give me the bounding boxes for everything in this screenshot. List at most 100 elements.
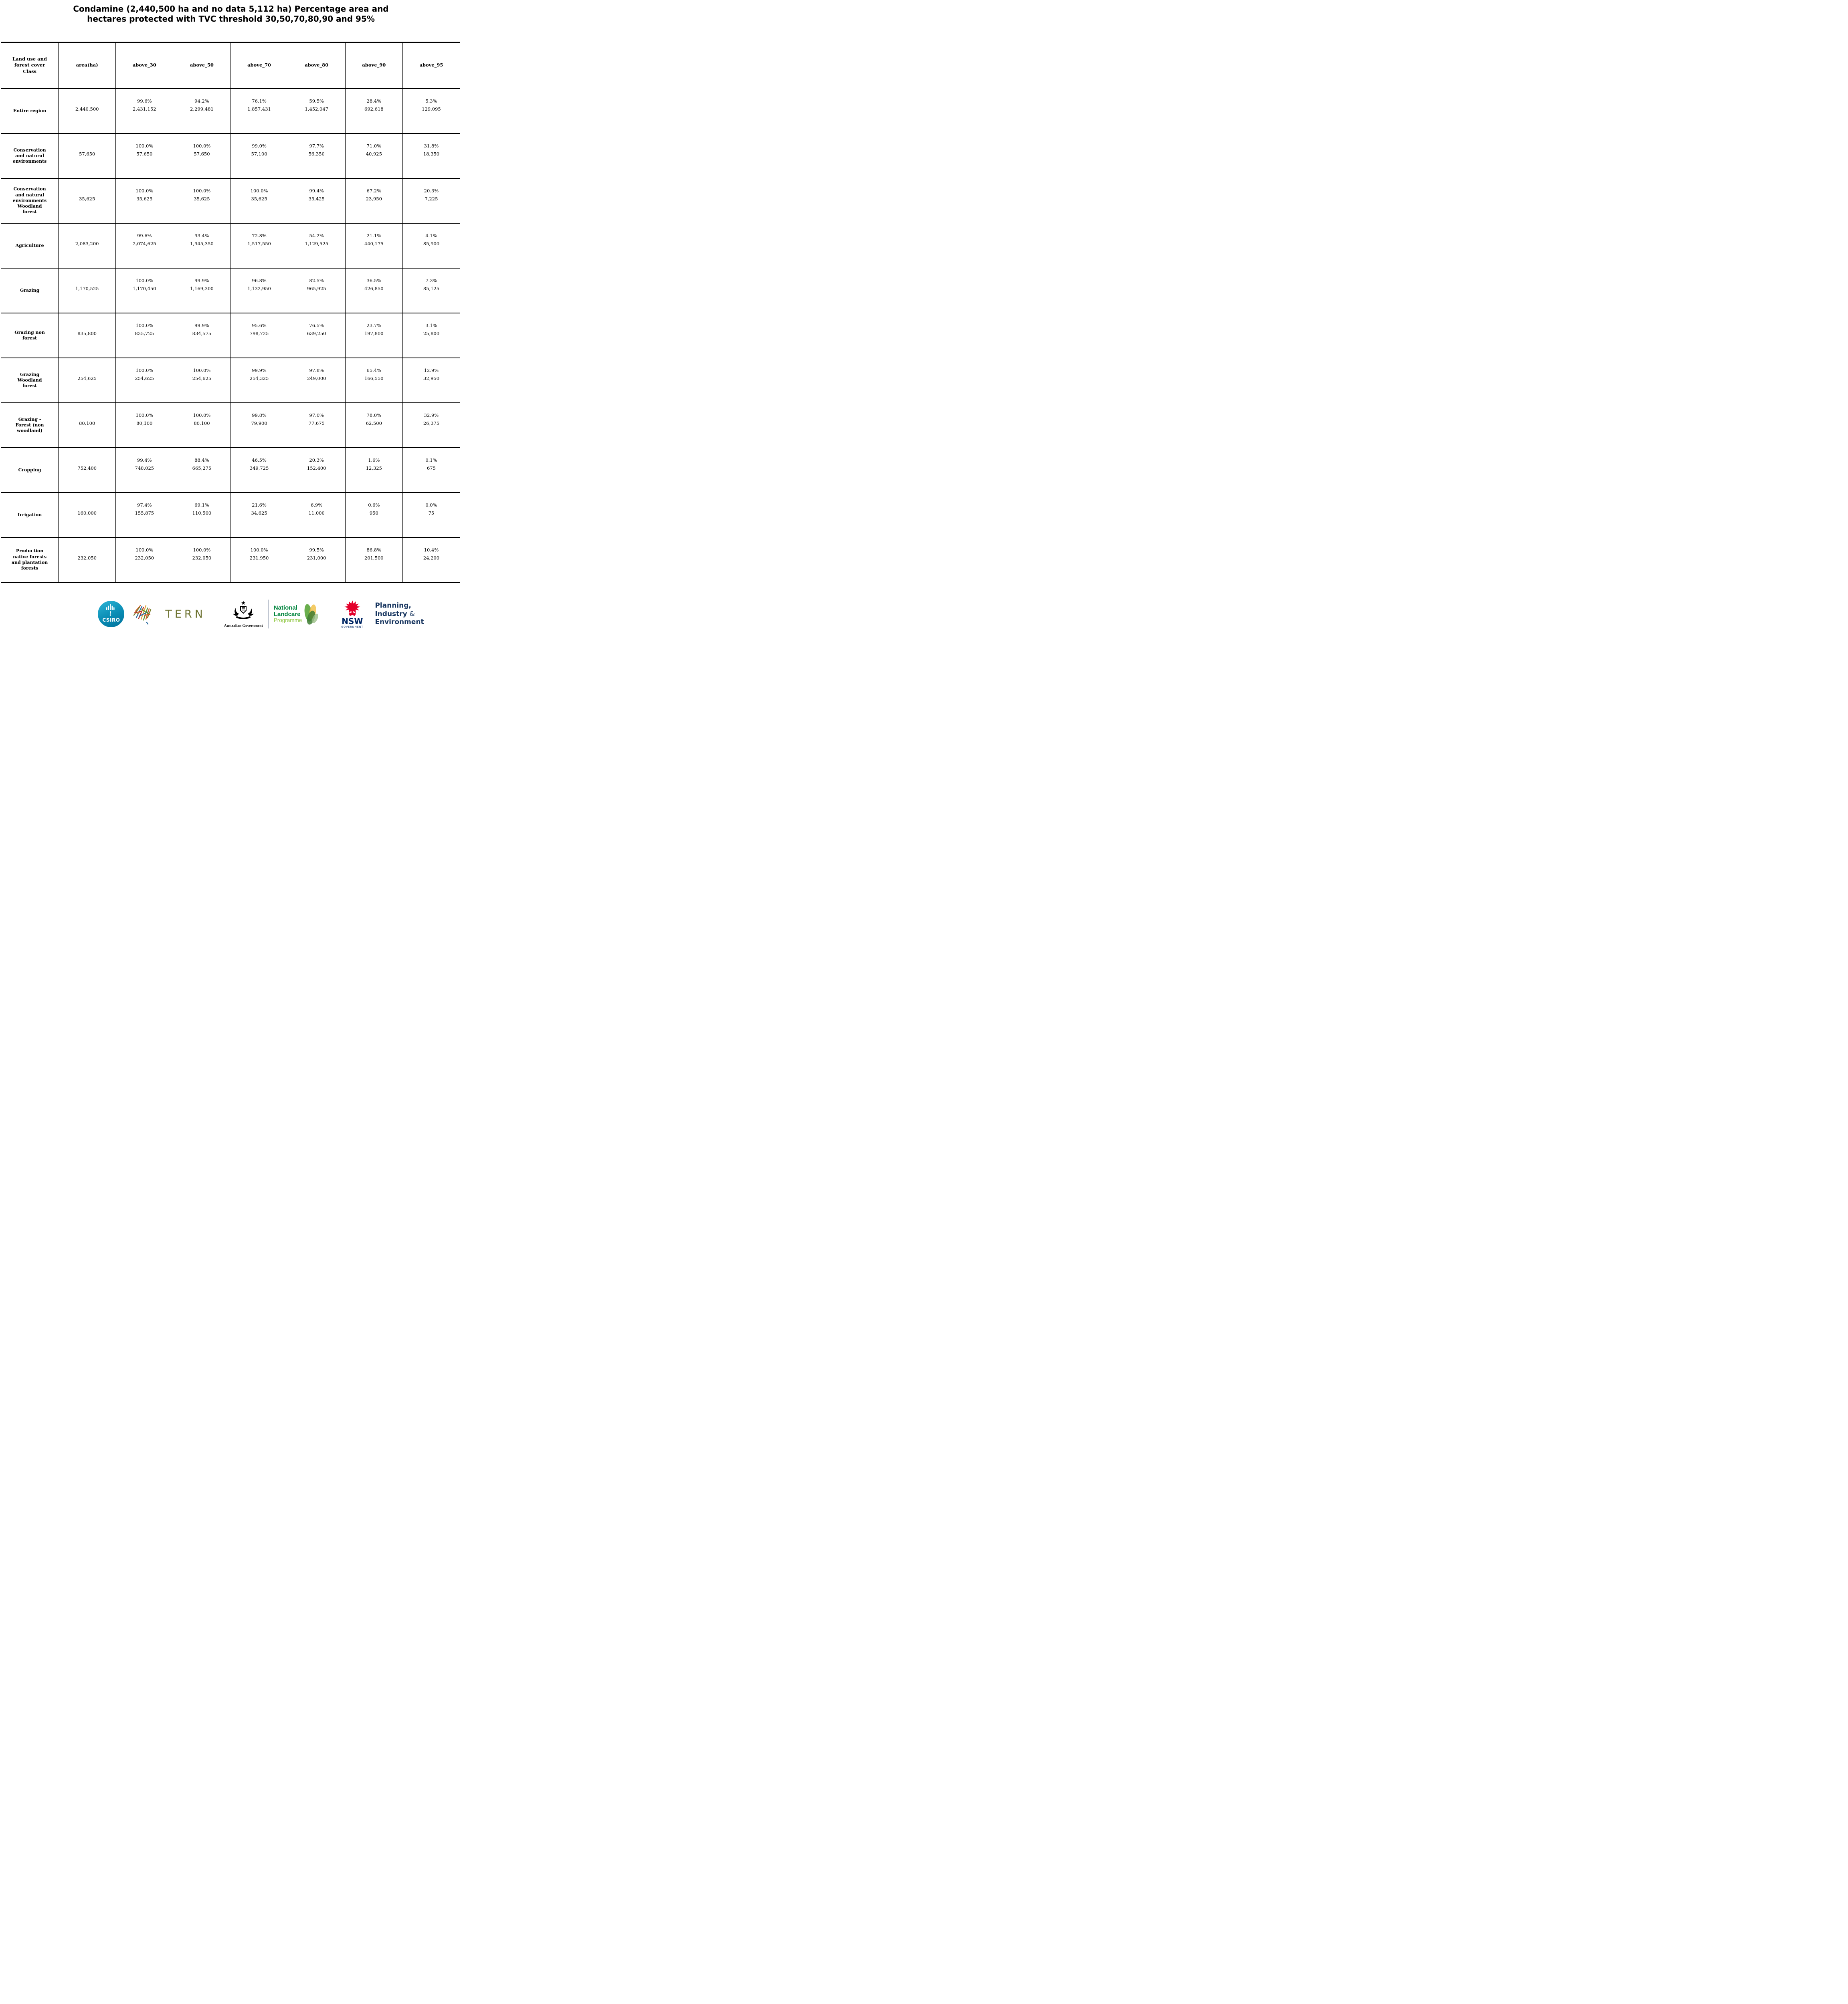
threshold-cell-above_80: 97.7% 56,350 [287, 133, 346, 178]
csiro-label: CSIRO [102, 617, 120, 623]
threshold-cell-above_70: 99.8% 79,900 [230, 402, 288, 448]
pie-line1: Planning, [375, 601, 411, 610]
landcare-line3: Programme [273, 617, 302, 623]
nsw-sub-label: GOVERNMENT [341, 625, 364, 628]
area-cell: 160,000 [58, 492, 116, 537]
planning-industry-environment-logo: Planning, Industry & Environment [375, 602, 424, 626]
threshold-cell-above_80: 97.8% 249,000 [287, 358, 346, 403]
column-header-6: above_90 [345, 42, 403, 89]
threshold-cell-above_90: 21.1% 440,175 [345, 223, 403, 268]
table-row: Grazing non forest 835,800 100.0% 835,725 9… [1, 313, 460, 358]
threshold-cell-above_50: 100.0% 57,650 [173, 133, 230, 178]
threshold-cell-above_50: 94.2% 2,299,481 [173, 88, 230, 133]
threshold-cell-above_90: 28.4% 692,618 [345, 88, 403, 133]
threshold-cell-above_90: 86.8% 201,500 [345, 537, 403, 583]
threshold-cell-above_30: 100.0% 232,050 [115, 537, 173, 583]
tern-label: TERN [165, 608, 206, 620]
threshold-cell-above_90: 71.0% 40,925 [345, 133, 403, 178]
threshold-cell-above_70: 95.6% 798,725 [230, 313, 288, 358]
threshold-cell-above_90: 1.6% 12,325 [345, 447, 403, 493]
pie-line3: Environment [375, 618, 424, 626]
threshold-cell-above_95: 10.4% 24,200 [402, 537, 460, 583]
tern-logo: TERN [130, 602, 206, 626]
threshold-cell-above_50: 69.1% 110,500 [173, 492, 230, 537]
row-label-cell: Production native forests and plantation… [1, 537, 59, 583]
commonwealth-crest-icon [233, 601, 254, 619]
table-row: Production native forests and plantation… [1, 537, 460, 583]
threshold-cell-above_90: 65.4% 166,550 [345, 358, 403, 403]
threshold-cell-above_80: 99.5% 231,000 [287, 537, 346, 583]
logo-footer: CSIRO TERN [0, 598, 462, 630]
waratah-icon [344, 600, 360, 616]
pie-line2-main: Industry [375, 610, 407, 618]
table-row: Conservation and natural environments 57… [1, 133, 460, 178]
page-title-line2: hectares protected with TVC threshold 30… [87, 14, 375, 24]
australian-government-logo: Australian Government [224, 600, 263, 628]
column-header-4: above_70 [230, 42, 288, 89]
threshold-cell-above_95: 5.3% 129,095 [402, 88, 460, 133]
row-label-cell: Irrigation [1, 492, 59, 537]
column-header-2: above_30 [115, 42, 173, 89]
threshold-cell-above_80: 97.0% 77,675 [287, 402, 346, 448]
data-table: Land use and forest cover Class area(ha) a… [1, 42, 460, 583]
threshold-cell-above_90: 23.7% 197,800 [345, 313, 403, 358]
threshold-cell-above_30: 100.0% 35,625 [115, 178, 173, 223]
threshold-cell-above_90: 67.2% 23,950 [345, 178, 403, 223]
row-label-cell: Grazing [1, 268, 59, 313]
threshold-cell-above_70: 100.0% 231,950 [230, 537, 288, 583]
threshold-cell-above_50: 93.4% 1,945,350 [173, 223, 230, 268]
threshold-cell-above_80: 99.4% 35,425 [287, 178, 346, 223]
csiro-logo: CSIRO [98, 601, 125, 627]
threshold-cell-above_90: 78.0% 62,500 [345, 402, 403, 448]
australian-government-label: Australian Government [224, 624, 263, 628]
column-header-7: above_95 [402, 42, 460, 89]
area-cell: 35,625 [58, 178, 116, 223]
threshold-cell-above_50: 100.0% 35,625 [173, 178, 230, 223]
threshold-cell-above_30: 100.0% 1,170,450 [115, 268, 173, 313]
row-label-cell: Entire region [13, 108, 47, 113]
row-label-cell: Grazing non forest [1, 313, 59, 358]
row-label-cell: Grazing Woodland forest [1, 358, 59, 403]
table-row: Grazing Woodland forest 254,625 100.0% 254… [1, 358, 460, 403]
threshold-cell-above_90: 0.6% 950 [345, 492, 403, 537]
threshold-cell-above_80: 6.9% 11,000 [287, 492, 346, 537]
threshold-cell-above_30: 100.0% 835,725 [115, 313, 173, 358]
area-cell: 752,400 [58, 447, 116, 493]
page-title: Condamine (2,440,500 ha and no data 5,11… [0, 0, 462, 24]
threshold-cell-above_95: 20.3% 7,225 [402, 178, 460, 223]
area-cell: 57,650 [58, 133, 116, 178]
threshold-cell-above_95: 3.1% 25,800 [402, 313, 460, 358]
threshold-cell-above_95: 31.8% 18,350 [402, 133, 460, 178]
threshold-cell-above_30: 100.0% 80,100 [115, 402, 173, 448]
national-landcare-logo: National Landcare Programme [274, 602, 321, 626]
landcare-leaf-icon [304, 604, 319, 625]
threshold-cell-above_30: 97.4% 155,875 [115, 492, 173, 537]
threshold-cell-above_50: 100.0% 80,100 [173, 402, 230, 448]
table-row: Cropping 752,400 99.4% 748,025 88.4% 665,275… [1, 447, 460, 493]
tern-australia-icon [133, 605, 152, 625]
protection-table-wrap: Land use and forest cover Class area(ha) a… [1, 42, 460, 583]
threshold-cell-above_80: 59.5% 1,452,047 [287, 88, 346, 133]
threshold-cell-above_70: 99.9% 254,325 [230, 358, 288, 403]
threshold-cell-above_50: 100.0% 232,050 [173, 537, 230, 583]
threshold-cell-above_70: 76.1% 1,857,431 [230, 88, 288, 133]
nsw-label: NSW [342, 616, 363, 626]
area-cell: 2,083,200 [58, 223, 116, 268]
area-cell: 80,100 [58, 402, 116, 448]
threshold-cell-above_80: 20.3% 152,400 [287, 447, 346, 493]
threshold-cell-above_70: 100.0% 35,625 [230, 178, 288, 223]
area-cell: 254,625 [58, 358, 116, 403]
threshold-cell-above_95: 4.1% 85,900 [402, 223, 460, 268]
threshold-cell-above_50: 100.0% 254,625 [173, 358, 230, 403]
threshold-cell-above_80: 82.5% 965,925 [287, 268, 346, 313]
column-header-3: above_50 [173, 42, 230, 89]
csiro-wave-icon [106, 604, 115, 616]
threshold-cell-above_70: 96.8% 1,132,950 [230, 268, 288, 313]
table-row: Conservation and natural environments Wo… [1, 178, 460, 223]
area-cell: 2,440,500 [58, 88, 116, 133]
area-cell: 1,170,525 [58, 268, 116, 313]
row-label-cell: Cropping [1, 447, 59, 493]
threshold-cell-above_30: 99.4% 748,025 [115, 447, 173, 493]
threshold-cell-above_30: 100.0% 254,625 [115, 358, 173, 403]
threshold-cell-above_90: 36.5% 426,850 [345, 268, 403, 313]
